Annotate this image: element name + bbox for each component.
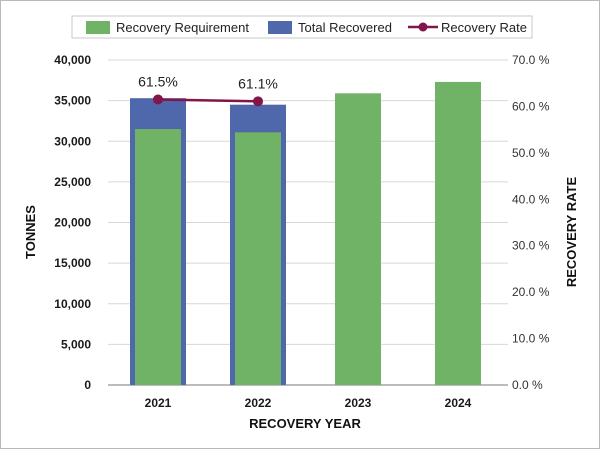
y-axis-right-ticks: 0.0 % 10.0 % 20.0 % 30.0 % 40.0 % 50.0 % 60.0 … xyxy=(512,53,550,392)
rate-marker xyxy=(153,94,163,105)
y2-tick-label: 30.0 % xyxy=(512,239,550,253)
bars xyxy=(130,81,481,385)
y-tick-label: 25,000 xyxy=(54,175,91,189)
y-tick-label: 20,000 xyxy=(54,216,91,230)
y-tick-label: 5,000 xyxy=(61,337,91,351)
y-axis-title: TONNES xyxy=(23,205,38,259)
x-tick-label: 2022 xyxy=(245,396,272,410)
y2-tick-label: 0.0 % xyxy=(512,378,543,392)
y-tick-label: 0 xyxy=(84,378,91,392)
y2-tick-label: 70.0 % xyxy=(512,53,550,67)
y2-axis-title: RECOVERY RATE xyxy=(564,177,579,288)
rate-data-label: 61.1% xyxy=(238,75,278,91)
legend-swatch-requirement xyxy=(86,21,110,34)
y-tick-label: 15,000 xyxy=(54,256,91,270)
legend-box xyxy=(71,15,533,39)
y2-tick-label: 10.0 % xyxy=(512,332,550,346)
y-tick-label: 35,000 xyxy=(54,94,91,108)
x-axis-title: RECOVERY YEAR xyxy=(249,416,361,431)
legend-swatch-recovered xyxy=(268,21,292,34)
legend-label-requirement: Recovery Requirement xyxy=(116,20,249,35)
rate-marker xyxy=(253,96,263,107)
y2-tick-label: 40.0 % xyxy=(512,192,550,206)
x-tick-label: 2021 xyxy=(145,396,172,410)
y2-tick-label: 20.0 % xyxy=(512,285,550,299)
legend: Recovery Requirement Total Recovered Rec… xyxy=(71,15,533,39)
legend-label-rate: Recovery Rate xyxy=(441,20,527,35)
rate-line xyxy=(157,98,259,103)
rate-line-group: 61.5% 61.1% xyxy=(138,73,278,107)
x-axis-ticks: 2021 2022 2023 2024 xyxy=(145,396,472,410)
y2-tick-label: 60.0 % xyxy=(512,99,550,113)
y-tick-label: 40,000 xyxy=(54,53,91,67)
legend-marker-rate xyxy=(418,22,428,32)
x-tick-label: 2023 xyxy=(345,396,372,410)
bar-recovery-requirement xyxy=(435,81,481,385)
bar-recovery-requirement xyxy=(135,129,181,385)
x-tick-label: 2024 xyxy=(445,396,472,410)
y-axis-left-ticks: 0 5,000 10,000 15,000 20,000 25,000 30,000 35,0… xyxy=(54,53,91,392)
y-tick-label: 10,000 xyxy=(54,297,91,311)
y2-tick-label: 50.0 % xyxy=(512,146,550,160)
rate-data-label: 61.5% xyxy=(138,73,178,89)
bar-recovery-requirement xyxy=(235,132,281,385)
y-tick-label: 30,000 xyxy=(54,134,91,148)
bar-recovery-requirement xyxy=(335,93,381,385)
legend-label-recovered: Total Recovered xyxy=(298,20,392,35)
